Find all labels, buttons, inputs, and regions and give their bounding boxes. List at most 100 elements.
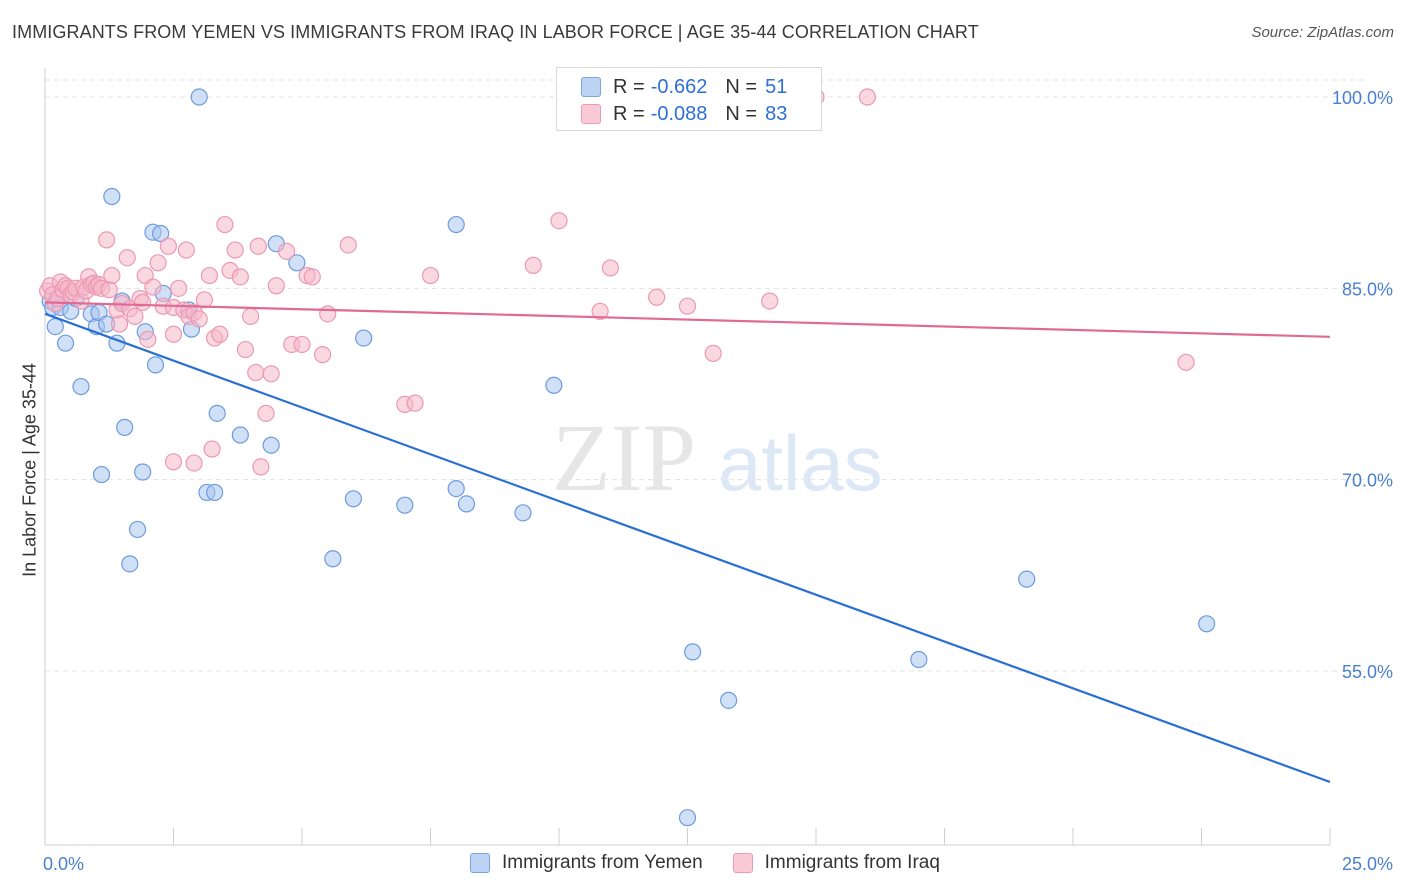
iraq-point (277, 242, 296, 260)
legend-row-iraq: R = -0.088 N = 83 (581, 101, 787, 127)
iraq-point (144, 278, 162, 296)
y-tick-label: 70.0% (1342, 471, 1393, 491)
iraq-point (1177, 353, 1195, 371)
y-tick-label: 100.0% (1332, 88, 1393, 108)
legend-label-yemen: Immigrants from Yemen (502, 852, 703, 873)
yemen-point (1018, 570, 1036, 588)
iraq-point (100, 281, 118, 299)
n-value-yemen: 51 (765, 75, 788, 98)
iraq-point (421, 266, 440, 285)
yemen-point (262, 436, 280, 454)
iraq-point (231, 268, 249, 286)
trend-lines (44, 301, 1331, 784)
iraq-point (149, 254, 167, 272)
iraq-point (236, 340, 255, 359)
x-tick-label: 25.0% (1342, 854, 1393, 874)
iraq-point (185, 454, 203, 472)
iraq-point (103, 266, 121, 285)
yemen-point (447, 215, 465, 234)
legend-item-yemen[interactable]: Immigrants from Yemen (470, 852, 703, 874)
yemen-point (231, 426, 249, 444)
iraq-point (249, 237, 267, 255)
yemen-point (288, 254, 306, 272)
series-iraq-points (38, 88, 1195, 476)
yemen-point (910, 650, 928, 669)
iraq-point (200, 266, 219, 285)
tick-labels: 55.0% 70.0% 85.0% 100.0% 0.0% 25.0% (43, 88, 1393, 874)
iraq-point (406, 394, 424, 412)
iraq-point (267, 277, 285, 295)
iraq-point (339, 236, 357, 254)
yemen-point (206, 483, 224, 502)
yemen-point (678, 809, 697, 827)
yemen-point (134, 463, 152, 481)
axes (44, 68, 1331, 846)
y-axis-label: In Labor Force | Age 35-44 (19, 363, 40, 577)
n-label: N = (725, 102, 758, 125)
iraq-point (118, 249, 136, 267)
x-tick-label: 0.0% (43, 854, 84, 874)
legend-swatch-iraq (581, 104, 601, 124)
r-value-yemen: -0.662 (650, 75, 708, 98)
correlation-legend: R = -0.662 N = 51 R = -0.088 N = 83 (556, 67, 822, 131)
iraq-point (257, 404, 275, 422)
yemen-point (103, 187, 121, 206)
watermark-atlas: atlas (718, 419, 883, 507)
yemen-point (344, 490, 362, 508)
iraq-point (195, 291, 213, 309)
legend-swatch-iraq (732, 853, 753, 873)
legend-swatch-yemen (470, 853, 490, 873)
iraq-point (159, 237, 177, 255)
iraq-point (226, 241, 244, 259)
yemen-point (152, 224, 170, 243)
iraq-point (303, 268, 321, 286)
iraq-point (247, 363, 265, 382)
yemen-point (355, 329, 373, 347)
yemen-point (447, 479, 465, 498)
yemen-point (92, 465, 111, 484)
iraq-point (126, 307, 144, 325)
r-label: R = (613, 75, 645, 98)
iraq-point (550, 212, 568, 230)
iraq-trend-line (44, 301, 1331, 338)
yemen-point (56, 334, 75, 352)
iraq-point (110, 315, 129, 333)
watermark: ZIP atlas (552, 404, 883, 511)
yemen-trend-line (44, 312, 1331, 784)
yemen-point (128, 520, 147, 539)
iraq-point (319, 305, 337, 323)
yemen-point (72, 377, 90, 396)
yemen-point (190, 88, 208, 106)
iraq-point (591, 302, 609, 320)
yemen-point (1198, 615, 1216, 633)
yemen-point (684, 643, 702, 661)
iraq-point (293, 335, 311, 354)
iraq-point (262, 365, 280, 383)
iraq-point (139, 330, 157, 348)
iraq-point (648, 288, 666, 306)
yemen-point (208, 404, 226, 422)
watermark-zip: ZIP (552, 404, 696, 511)
yemen-point (720, 691, 738, 709)
source-credit: Source: ZipAtlas.com (1251, 24, 1394, 41)
y-tick-label: 85.0% (1342, 279, 1393, 299)
iraq-point (313, 346, 332, 364)
iraq-point (164, 325, 183, 343)
iraq-point (242, 307, 260, 325)
r-label: R = (613, 102, 645, 125)
series-legend: Immigrants from Yemen Immigrants from Ir… (470, 852, 970, 874)
yemen-point (396, 496, 414, 514)
iraq-point (98, 231, 116, 249)
iraq-point (190, 310, 208, 328)
iraq-point (601, 259, 620, 277)
yemen-point (545, 376, 563, 394)
n-value-iraq: 83 (765, 102, 788, 125)
y-tick-label: 55.0% (1342, 662, 1393, 682)
r-value-iraq: -0.088 (650, 102, 708, 125)
iraq-point (134, 293, 152, 311)
iraq-point (704, 344, 722, 362)
iraq-point (211, 325, 229, 343)
legend-item-iraq[interactable]: Immigrants from Iraq (732, 852, 940, 874)
gridlines (45, 79, 1365, 672)
